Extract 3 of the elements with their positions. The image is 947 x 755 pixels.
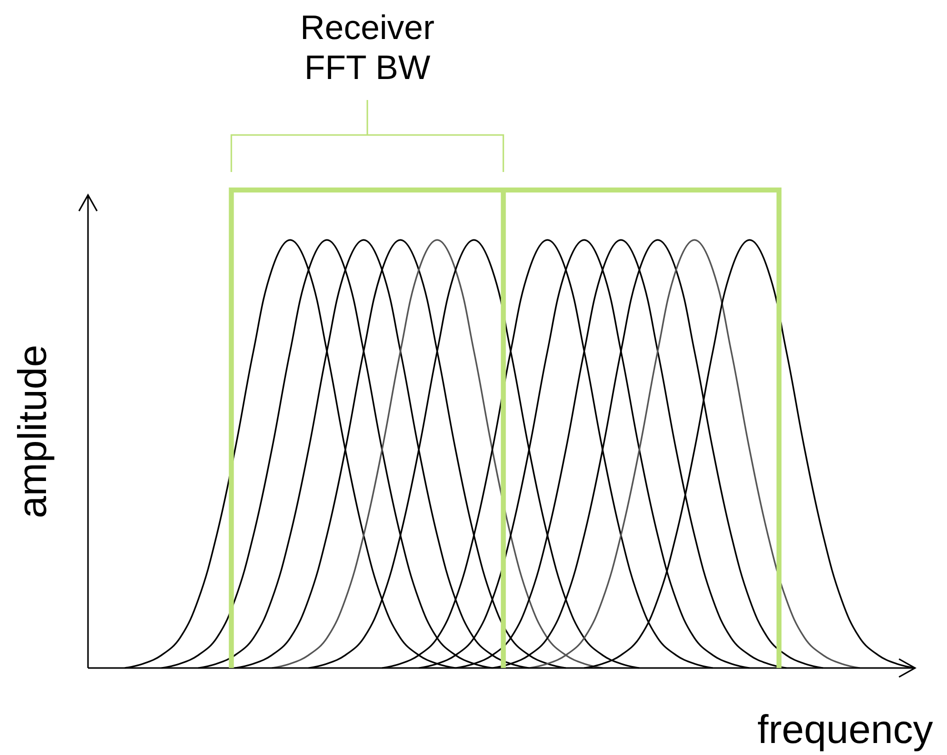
x-axis-title: frequency xyxy=(757,708,933,753)
y-axis-title: amplitude xyxy=(11,344,55,518)
text: Receiver FFT BW xyxy=(299,8,436,88)
